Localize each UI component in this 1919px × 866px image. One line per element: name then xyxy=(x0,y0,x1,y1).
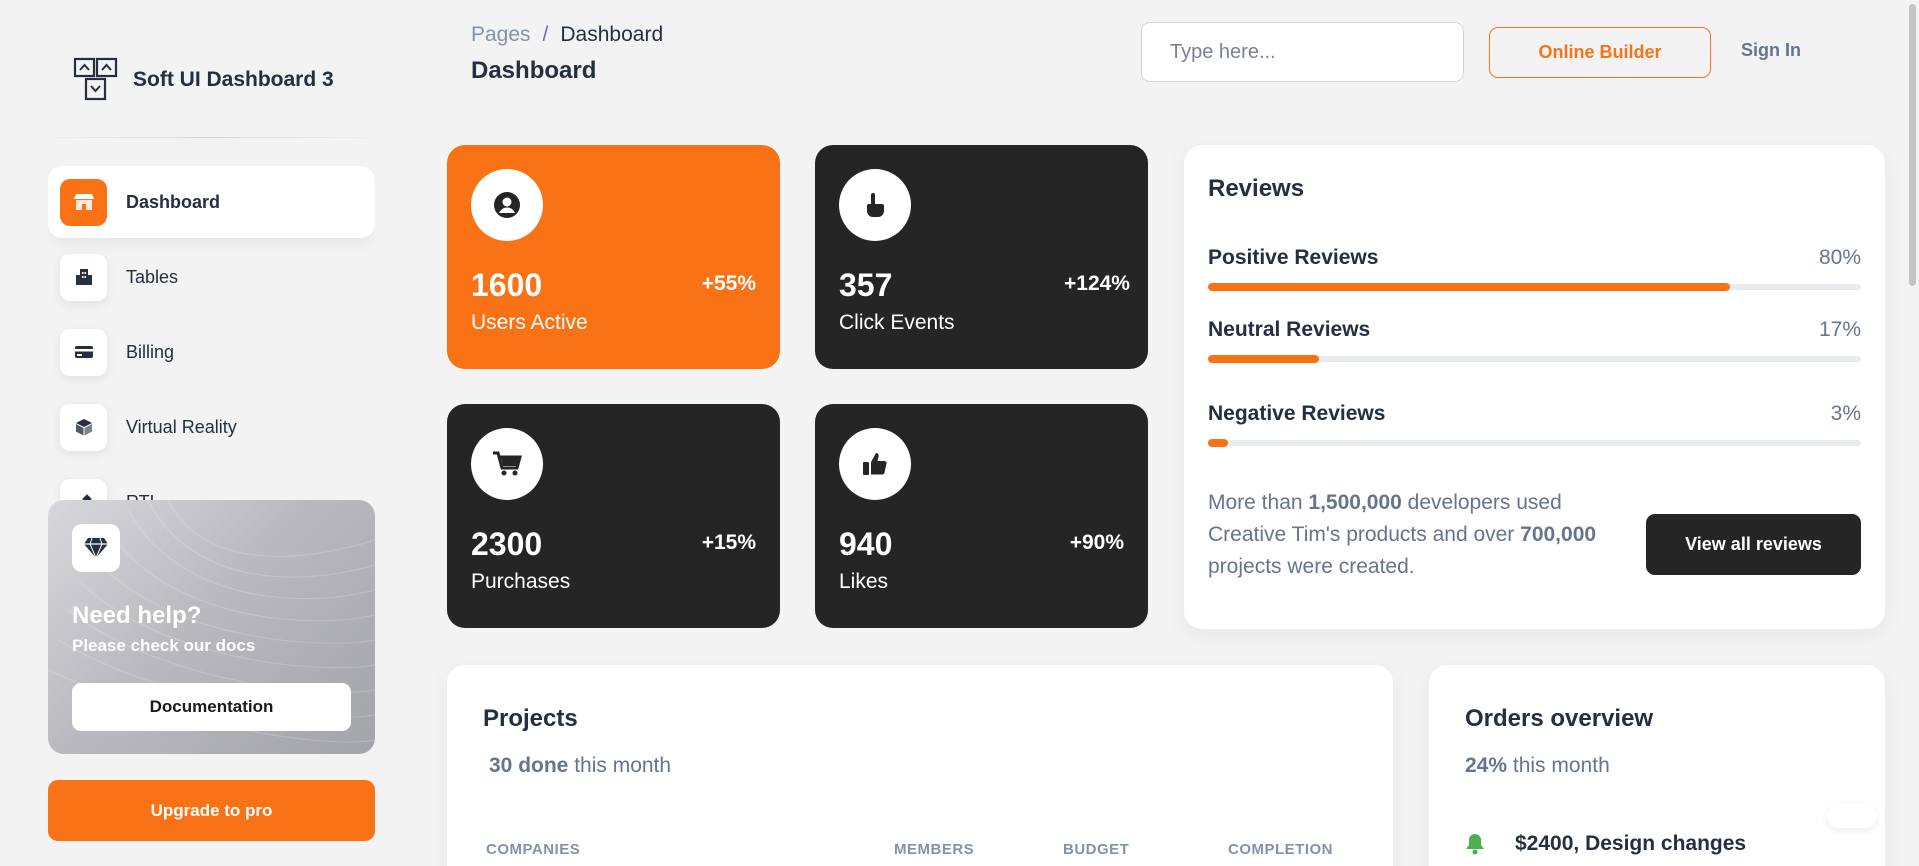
brand[interactable]: Soft UI Dashboard 3 xyxy=(73,57,334,103)
sidebar-item-label: Billing xyxy=(126,341,175,362)
reviews-description: More than 1,500,000 developers used Crea… xyxy=(1208,487,1608,583)
sidebar-item-label: Virtual Reality xyxy=(126,416,237,437)
box-icon xyxy=(60,403,107,451)
stat-change: +15% xyxy=(701,531,756,554)
stat-value: 1600 xyxy=(471,267,543,303)
scrollbar-thumb[interactable] xyxy=(1909,4,1916,286)
office-icon xyxy=(60,253,107,301)
projects-subtitle: 30 done this month xyxy=(489,754,671,778)
user-circle-icon xyxy=(471,169,543,241)
review-row-positive: Positive Reviews 80% xyxy=(1208,246,1861,291)
reviews-text-part: developers used Creative Tim's products … xyxy=(1208,491,1562,546)
progress-fill xyxy=(1208,355,1319,363)
table-header-budget: BUDGET xyxy=(1063,841,1130,858)
breadcrumb-parent[interactable]: Pages xyxy=(471,23,531,46)
breadcrumb-current: Dashboard xyxy=(560,23,664,46)
progress-fill xyxy=(1208,439,1228,447)
help-subtitle: Please check our docs xyxy=(72,636,256,655)
stat-card-users-active: 1600 Users Active +55% xyxy=(447,145,780,369)
stat-change: +124% xyxy=(1064,272,1130,295)
order-item-text: $2400, Design changes xyxy=(1515,832,1747,855)
projects-card: Projects 30 done this month COMPANIES ME… xyxy=(447,665,1393,866)
stat-label: Click Events xyxy=(839,311,955,334)
sidebar-nav: Dashboard Tables Billing Virtual Reality… xyxy=(48,166,375,506)
sidebar-divider xyxy=(24,137,396,138)
breadcrumb-separator: / xyxy=(542,23,549,46)
sidebar-item-virtual-reality[interactable]: Virtual Reality xyxy=(48,391,375,463)
pointer-hand-icon xyxy=(839,169,911,241)
stat-card-purchases: 2300 Purchases +15% xyxy=(447,404,780,628)
help-title: Need help? xyxy=(72,602,202,629)
stat-label: Likes xyxy=(839,570,889,593)
upgrade-button[interactable]: Upgrade to pro xyxy=(48,780,375,841)
order-item: $2400, Design changes xyxy=(1465,832,1746,856)
review-row-negative: Negative Reviews 3% xyxy=(1208,402,1861,447)
reviews-text-part: More than xyxy=(1208,491,1309,514)
stat-value: 357 xyxy=(839,267,893,303)
online-builder-button[interactable]: Online Builder xyxy=(1489,27,1711,78)
progress-track xyxy=(1208,355,1861,363)
reviews-card: Reviews Positive Reviews 80% Neutral Rev… xyxy=(1184,145,1885,629)
review-percent: 80% xyxy=(1818,246,1861,269)
review-row-neutral: Neutral Reviews 17% xyxy=(1208,318,1861,363)
brand-name: Soft UI Dashboard 3 xyxy=(133,68,334,91)
table-header-completion: COMPLETION xyxy=(1228,841,1333,858)
stat-card-likes: 940 Likes +90% xyxy=(815,404,1148,628)
sidebar-item-tables[interactable]: Tables xyxy=(48,241,375,313)
scrollbar[interactable] xyxy=(1906,0,1919,866)
credit-card-icon xyxy=(60,328,107,376)
progress-track xyxy=(1208,439,1861,447)
projects-title: Projects xyxy=(483,705,578,732)
sidebar-item-dashboard[interactable]: Dashboard xyxy=(48,166,375,238)
reviews-text-part: projects were created. xyxy=(1208,555,1415,578)
review-percent: 3% xyxy=(1830,402,1861,425)
stat-value: 940 xyxy=(839,526,893,562)
sidebar-item-label: Dashboard xyxy=(126,191,221,212)
thumbs-up-icon xyxy=(839,428,911,500)
stat-change: +90% xyxy=(1069,531,1124,554)
reviews-title: Reviews xyxy=(1208,175,1305,202)
orders-subtitle: 24% this month xyxy=(1465,754,1610,778)
sign-in-link[interactable]: Sign In xyxy=(1741,40,1801,60)
reviews-text-highlight: 1,500,000 xyxy=(1308,491,1402,514)
orders-title: Orders overview xyxy=(1465,705,1654,732)
help-card: Need help? Please check our docs Documen… xyxy=(48,500,375,754)
review-name: Negative Reviews xyxy=(1208,402,1386,425)
stat-value: 2300 xyxy=(471,526,543,562)
projects-subtitle-rest: this month xyxy=(568,754,672,777)
search-input[interactable] xyxy=(1141,22,1464,82)
stat-card-click-events: 357 Click Events +124% xyxy=(815,145,1148,369)
reviews-text-highlight: 700,000 xyxy=(1520,523,1597,546)
page-title: Dashboard xyxy=(471,57,597,84)
progress-fill xyxy=(1208,283,1731,291)
review-name: Neutral Reviews xyxy=(1208,318,1371,341)
progress-track xyxy=(1208,283,1861,291)
stat-label: Purchases xyxy=(471,570,571,593)
projects-done-count: 30 done xyxy=(489,754,569,777)
floating-chat-bubble[interactable] xyxy=(1827,804,1877,828)
orders-percent: 24% xyxy=(1465,754,1508,777)
orders-subtitle-rest: this month xyxy=(1507,754,1610,777)
shop-icon xyxy=(60,178,107,226)
table-header-members: MEMBERS xyxy=(894,841,975,858)
sidebar-item-billing[interactable]: Billing xyxy=(48,316,375,388)
review-name: Positive Reviews xyxy=(1208,246,1379,269)
sidebar-item-label: Tables xyxy=(126,266,179,287)
documentation-button[interactable]: Documentation xyxy=(72,683,351,731)
stat-change: +55% xyxy=(701,272,756,295)
diamond-icon xyxy=(72,524,120,572)
stat-label: Users Active xyxy=(471,311,588,334)
review-percent: 17% xyxy=(1818,318,1861,341)
view-all-reviews-button[interactable]: View all reviews xyxy=(1646,514,1861,575)
table-header-companies: COMPANIES xyxy=(486,841,581,858)
breadcrumb: Pages / Dashboard xyxy=(471,23,663,47)
dashboard-logo-icon xyxy=(73,57,118,101)
cart-icon xyxy=(471,428,543,500)
bell-icon xyxy=(1466,834,1484,855)
orders-overview-card: Orders overview 24% this month $2400, De… xyxy=(1429,665,1885,866)
sidebar: Soft UI Dashboard 3 Dashboard Tables Bil… xyxy=(0,0,400,866)
